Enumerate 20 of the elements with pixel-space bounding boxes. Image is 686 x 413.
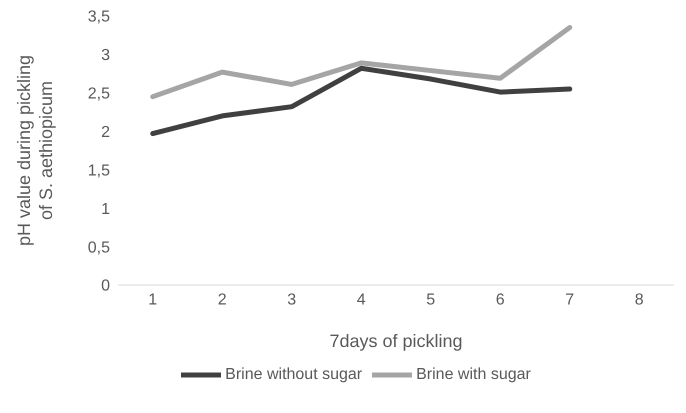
y-tick-label: 2: [101, 124, 110, 141]
y-tick-label: 0,5: [88, 239, 110, 256]
x-tick-label: 7: [565, 291, 574, 308]
y-tick-label: 3: [101, 47, 110, 64]
x-axis-title: 7days of pickling: [329, 331, 463, 351]
x-tick-label: 5: [426, 291, 436, 308]
x-tick-label: 3: [287, 291, 296, 308]
y-axis-title: pH value during pickling of S. aethiopicum: [14, 54, 56, 246]
y-tick-label: 1,5: [88, 162, 110, 180]
y-tick-label: 2,5: [88, 86, 110, 103]
x-tick-label: 8: [634, 291, 644, 308]
x-tick-label: 2: [218, 291, 227, 308]
y-tick-label: 1: [101, 200, 110, 218]
y-tick-label: 3,5: [88, 8, 110, 26]
x-tick-label: 6: [496, 291, 505, 308]
legend-label: Brine with sugar: [416, 366, 531, 384]
legend-label: Brine without sugar: [225, 366, 362, 384]
x-tick-label: 4: [356, 291, 366, 308]
x-tick-label: 1: [148, 291, 158, 308]
y-tick-label: 0: [101, 278, 110, 295]
